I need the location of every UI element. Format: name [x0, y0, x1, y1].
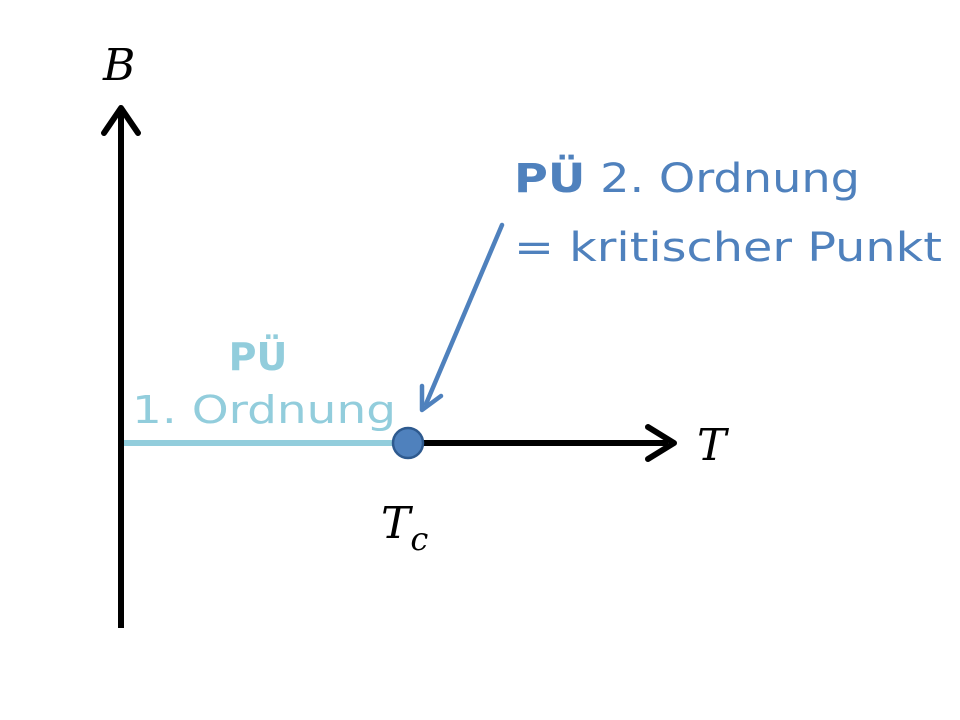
first-order-title: PÜ	[229, 335, 288, 379]
critical-point-arrow-shaft	[423, 222, 505, 407]
critical-point-arrowhead	[419, 383, 444, 413]
y-axis-label: B	[102, 40, 135, 91]
critical-temperature-subscript: c	[410, 520, 428, 558]
first-order-text: 1. Ordnung	[132, 388, 396, 432]
y-axis-arrowhead	[101, 105, 141, 136]
critical-point	[391, 426, 425, 460]
critical-temperature-symbol: T	[381, 498, 414, 549]
second-order-title: PÜ 2. Ordnung	[514, 154, 860, 202]
x-axis-arrowhead	[645, 424, 677, 462]
x-axis-label: T	[697, 420, 730, 471]
second-order-bold: PÜ	[514, 154, 585, 202]
second-order-text: 2. Ordnung	[585, 156, 860, 202]
critical-point-label: = kritischer Punkt	[514, 225, 942, 271]
critical-temperature-label: Tc	[381, 498, 428, 558]
